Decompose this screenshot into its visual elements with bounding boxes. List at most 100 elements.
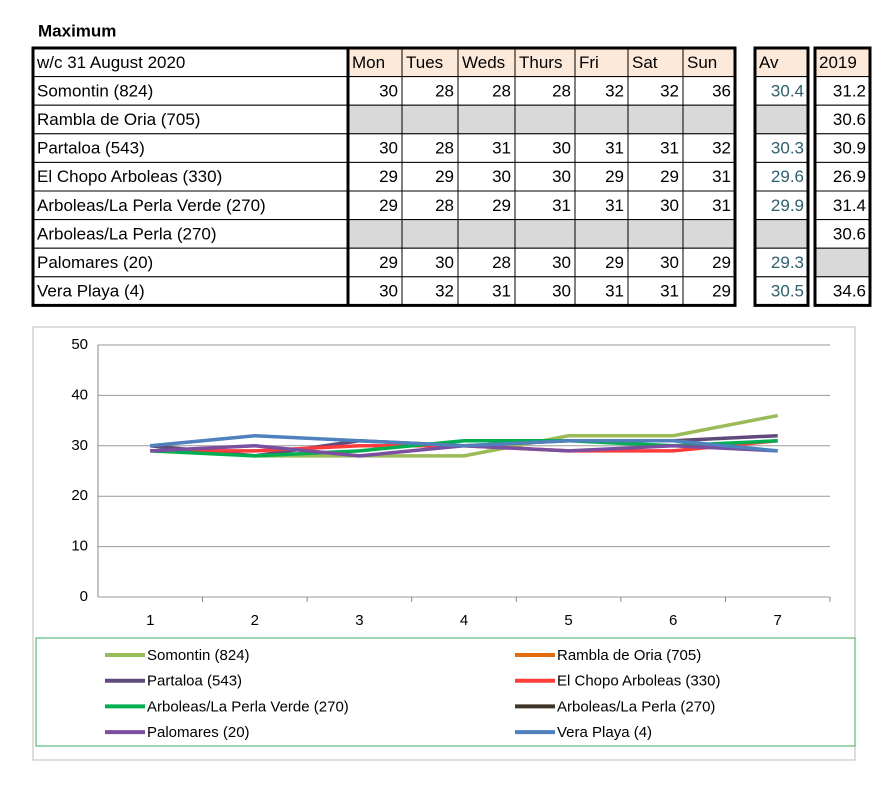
table-value: 29: [435, 167, 454, 186]
table-cell: [627, 247, 684, 278]
table-value: 30: [492, 167, 511, 186]
table-cell: [814, 276, 871, 306]
x-tick-label: 3: [355, 612, 363, 629]
table-value: 30: [552, 167, 571, 186]
table-value: 29: [712, 253, 731, 272]
table-cell: [32, 247, 349, 278]
table-cell: [401, 247, 459, 278]
legend-label: Rambla de Oria (705): [557, 647, 701, 664]
y-tick-label: 20: [71, 487, 88, 504]
table-value: 29: [379, 253, 398, 272]
table-cell: [401, 104, 459, 135]
series-line: [150, 433, 778, 453]
table-value: 29: [712, 282, 731, 301]
table-value: 30.6: [833, 110, 866, 129]
table-value: 30: [379, 282, 398, 301]
table-cell: [682, 133, 736, 163]
table-value: 34.6: [833, 282, 866, 301]
table-value: Partaloa (543): [37, 139, 145, 158]
x-tick-label: 6: [669, 612, 677, 629]
table-cell: [514, 133, 576, 163]
y-tick-label: 0: [80, 588, 88, 605]
table-value: Somontin (824): [37, 81, 153, 100]
table-cell: [574, 47, 629, 78]
table-value: 30: [660, 196, 679, 215]
legend-label: Arboleas/La Perla Verde (270): [147, 698, 349, 715]
table-value: 30.4: [771, 81, 804, 100]
table-border: [813, 46, 872, 307]
table-value: 29.6: [771, 167, 804, 186]
y-tick-label: 10: [71, 538, 88, 555]
table-value: 30.6: [833, 224, 866, 243]
table-cell: [682, 190, 736, 221]
x-tick-label: 7: [774, 612, 782, 629]
table-header: Thurs: [519, 53, 562, 72]
table-cell: [347, 247, 403, 278]
table-value: 31: [660, 282, 679, 301]
table-value: Vera Playa (4): [37, 282, 145, 301]
table-value: 31: [712, 196, 731, 215]
table-cell: [457, 219, 516, 249]
table-cell: [32, 104, 349, 135]
table-value: 30: [435, 253, 454, 272]
table-cell: [814, 76, 871, 106]
table-cell: [574, 104, 629, 135]
table-value: 28: [492, 253, 511, 272]
table-value: 31: [605, 196, 624, 215]
table-header: Sun: [687, 53, 717, 72]
table-cell: [457, 247, 516, 278]
table-value: 30: [379, 139, 398, 158]
table-cell: [514, 104, 576, 135]
x-tick-label: 2: [251, 612, 259, 629]
chart-frame: [32, 326, 856, 761]
table-value: 29: [605, 253, 624, 272]
table-cell: [401, 219, 459, 249]
table-value: 36: [712, 81, 731, 100]
table-value: 32: [605, 81, 624, 100]
table-value: 30: [379, 81, 398, 100]
table-value: 30: [552, 139, 571, 158]
table-value: 29: [379, 167, 398, 186]
table-cell: [682, 47, 736, 78]
table-cell: [682, 104, 736, 135]
legend-label: Palomares (20): [147, 724, 250, 741]
table-cell: [754, 190, 809, 221]
table-cell: [754, 47, 809, 78]
table-value: 29: [492, 196, 511, 215]
table-cell: [514, 76, 576, 106]
table-value: 31.2: [833, 81, 866, 100]
table-header: Mon: [352, 53, 385, 72]
y-tick-label: 40: [71, 386, 88, 403]
table-value: 30.5: [771, 282, 804, 301]
table-value: 28: [435, 81, 454, 100]
table-value: 30: [552, 253, 571, 272]
table-header: Weds: [462, 53, 505, 72]
table-value: 31: [712, 167, 731, 186]
table-cell: [514, 276, 576, 306]
table-value: 31: [605, 282, 624, 301]
table-value: Arboleas/La Perla Verde (270): [37, 196, 266, 215]
y-tick-label: 30: [71, 437, 88, 454]
table-cell: [682, 161, 736, 192]
table-value: Rambla de Oria (705): [37, 110, 200, 129]
table-cell: [32, 133, 349, 163]
table-cell: [754, 104, 809, 135]
table-header: Sat: [632, 53, 658, 72]
table-value: 30: [552, 282, 571, 301]
table-cell: [627, 47, 684, 78]
table-value: 26.9: [833, 167, 866, 186]
x-tick-label: 4: [460, 612, 468, 629]
table-cell: [627, 76, 684, 106]
table-value: 31: [552, 196, 571, 215]
table-value: 30.9: [833, 139, 866, 158]
table-cell: [682, 219, 736, 249]
table-value: 31: [492, 139, 511, 158]
table-header: Av: [759, 53, 779, 72]
table-cell: [347, 104, 403, 135]
table-cell: [457, 133, 516, 163]
table-value: Palomares (20): [37, 253, 153, 272]
table-value: Arboleas/La Perla (270): [37, 224, 217, 243]
x-tick-label: 5: [564, 612, 572, 629]
table-cell: [32, 76, 349, 106]
